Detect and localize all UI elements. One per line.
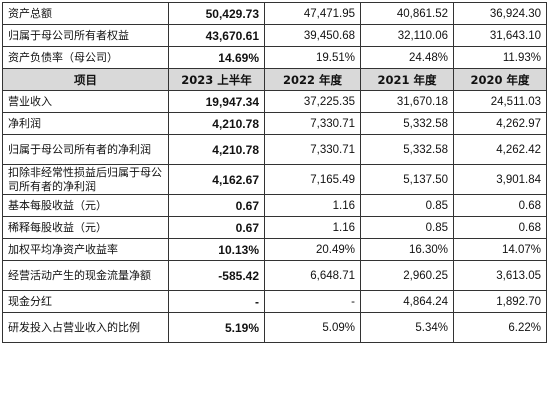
table-row: 资产负债率（母公司） 14.69% 19.51% 24.48% 11.93% [2, 46, 547, 69]
cell-value: 14.69% [168, 46, 265, 69]
cell-value: 5,332.58 [360, 134, 454, 165]
header-period: 2021 年度 [360, 68, 454, 91]
table-row: 现金分红 - - 4,864.24 1,892.70 [2, 290, 547, 313]
cell-value: 1.16 [264, 194, 361, 217]
row-label: 净利润 [2, 112, 169, 135]
cell-value: 39,450.68 [264, 24, 361, 47]
cell-value: 1,892.70 [453, 290, 547, 313]
cell-value: 19,947.34 [168, 90, 265, 113]
row-label: 现金分红 [2, 290, 169, 313]
cell-value: 4,210.78 [168, 134, 265, 165]
table-row: 营业收入 19,947.34 37,225.35 31,670.18 24,51… [2, 90, 547, 113]
cell-value: 31,670.18 [360, 90, 454, 113]
cell-value: 6.22% [453, 312, 547, 343]
cell-value: 24,511.03 [453, 90, 547, 113]
table-row: 资产总额 50,429.73 47,471.95 40,861.52 36,92… [2, 2, 547, 25]
cell-value: 31,643.10 [453, 24, 547, 47]
cell-value: 3,613.05 [453, 260, 547, 291]
cell-value: 5.34% [360, 312, 454, 343]
cell-value: 5.19% [168, 312, 265, 343]
cell-value: 40,861.52 [360, 2, 454, 25]
row-label: 归属于母公司所有者权益 [2, 24, 169, 47]
cell-value: 6,648.71 [264, 260, 361, 291]
cell-value: 47,471.95 [264, 2, 361, 25]
cell-value: 5.09% [264, 312, 361, 343]
cell-value: - [168, 290, 265, 313]
cell-value: 7,330.71 [264, 112, 361, 135]
cell-value: 5,332.58 [360, 112, 454, 135]
financial-data-table: 资产总额 50,429.73 47,471.95 40,861.52 36,92… [2, 2, 547, 343]
table-row: 归属于母公司所有者的净利润 4,210.78 7,330.71 5,332.58… [2, 134, 547, 165]
cell-value: 3,901.84 [453, 164, 547, 195]
cell-value: 19.51% [264, 46, 361, 69]
cell-value: 4,864.24 [360, 290, 454, 313]
cell-value: 5,137.50 [360, 164, 454, 195]
cell-value: 4,262.97 [453, 112, 547, 135]
header-period: 2020 年度 [453, 68, 547, 91]
row-label: 资产总额 [2, 2, 169, 25]
cell-value: 36,924.30 [453, 2, 547, 25]
table-row: 研发投入占营业收入的比例 5.19% 5.09% 5.34% 6.22% [2, 312, 547, 343]
cell-value: 1.16 [264, 216, 361, 239]
table-row: 净利润 4,210.78 7,330.71 5,332.58 4,262.97 [2, 112, 547, 135]
cell-value: 4,262.42 [453, 134, 547, 165]
cell-value: 4,162.67 [168, 164, 265, 195]
table-row: 扣除非经常性损益后归属于母公司所有者的净利润 4,162.67 7,165.49… [2, 164, 547, 195]
cell-value: 7,165.49 [264, 164, 361, 195]
header-item: 项目 [2, 68, 169, 91]
cell-value: 16.30% [360, 238, 454, 261]
cell-value: 24.48% [360, 46, 454, 69]
table-row: 归属于母公司所有者权益 43,670.61 39,450.68 32,110.0… [2, 24, 547, 47]
cell-value: 0.68 [453, 194, 547, 217]
header-period: 2023 上半年 [168, 68, 265, 91]
cell-value: 0.67 [168, 216, 265, 239]
table-row: 稀释每股收益（元） 0.67 1.16 0.85 0.68 [2, 216, 547, 239]
cell-value: - [264, 290, 361, 313]
row-label: 资产负债率（母公司） [2, 46, 169, 69]
cell-value: 14.07% [453, 238, 547, 261]
table-header-row: 项目 2023 上半年 2022 年度 2021 年度 2020 年度 [2, 68, 547, 91]
table-row: 加权平均净资产收益率 10.13% 20.49% 16.30% 14.07% [2, 238, 547, 261]
row-label: 营业收入 [2, 90, 169, 113]
cell-value: 7,330.71 [264, 134, 361, 165]
table-row: 基本每股收益（元） 0.67 1.16 0.85 0.68 [2, 194, 547, 217]
cell-value: 50,429.73 [168, 2, 265, 25]
row-label: 研发投入占营业收入的比例 [2, 312, 169, 343]
table-row: 经营活动产生的现金流量净额 -585.42 6,648.71 2,960.25 … [2, 260, 547, 291]
row-label: 加权平均净资产收益率 [2, 238, 169, 261]
cell-value: 20.49% [264, 238, 361, 261]
cell-value: 43,670.61 [168, 24, 265, 47]
cell-value: -585.42 [168, 260, 265, 291]
row-label: 归属于母公司所有者的净利润 [2, 134, 169, 165]
cell-value: 2,960.25 [360, 260, 454, 291]
cell-value: 0.68 [453, 216, 547, 239]
cell-value: 11.93% [453, 46, 547, 69]
row-label: 经营活动产生的现金流量净额 [2, 260, 169, 291]
cell-value: 37,225.35 [264, 90, 361, 113]
row-label: 稀释每股收益（元） [2, 216, 169, 239]
cell-value: 0.85 [360, 216, 454, 239]
cell-value: 0.85 [360, 194, 454, 217]
row-label: 基本每股收益（元） [2, 194, 169, 217]
row-label: 扣除非经常性损益后归属于母公司所有者的净利润 [2, 164, 169, 195]
cell-value: 32,110.06 [360, 24, 454, 47]
cell-value: 10.13% [168, 238, 265, 261]
cell-value: 0.67 [168, 194, 265, 217]
cell-value: 4,210.78 [168, 112, 265, 135]
header-period: 2022 年度 [264, 68, 361, 91]
